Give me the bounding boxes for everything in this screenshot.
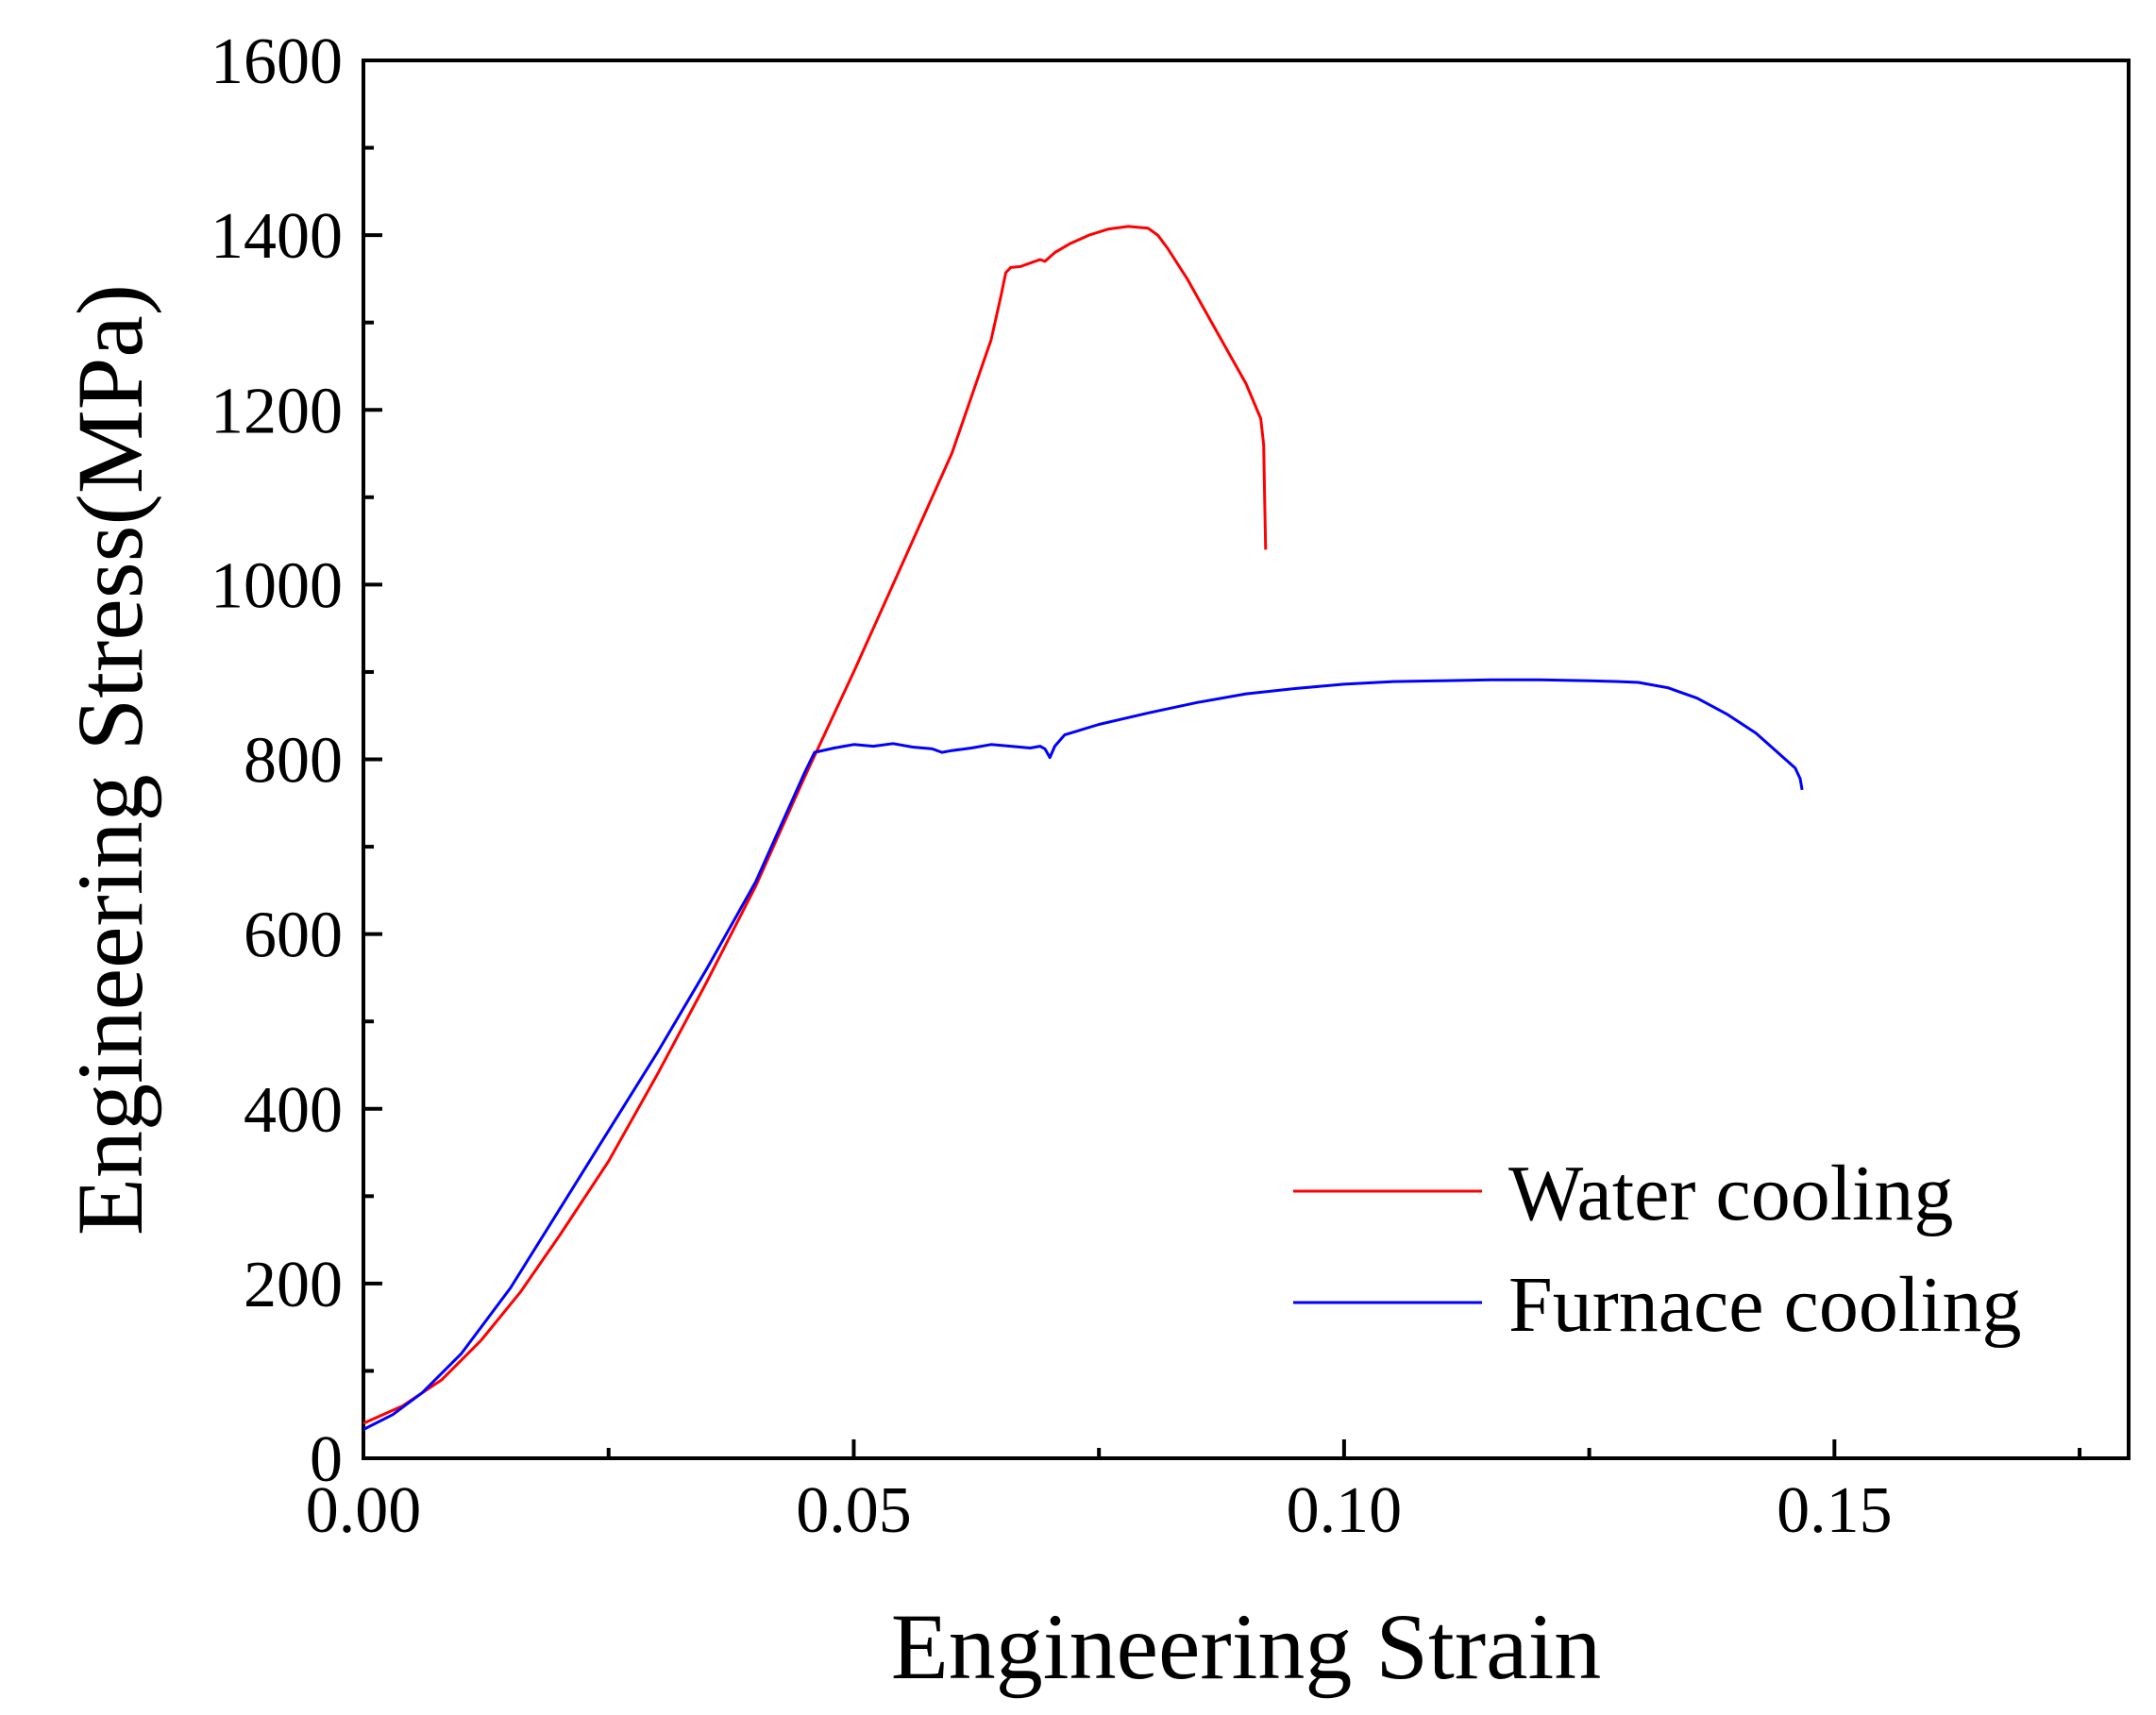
y-tick-label: 200 (244, 1249, 343, 1321)
y-tick-label: 0 (310, 1423, 343, 1496)
data-series (362, 225, 1804, 1431)
x-tick-label: 0.15 (1777, 1474, 1893, 1547)
axis-tick-labels: 0.00 0.05 0.10 0.15 0 200 400 600 800 1000 1200 140… (211, 25, 1893, 1547)
y-tick-label: 400 (244, 1074, 343, 1147)
y-tick-label: 1200 (211, 375, 343, 447)
y-tick-label: 1600 (211, 25, 343, 98)
x-tick-label: 0.10 (1287, 1474, 1403, 1547)
legend-label-furnace-cooling: Furnace cooling (1508, 1261, 2022, 1349)
axis-ticks (362, 59, 2082, 1460)
y-axis-title: Engineering Stress(MPa) (58, 284, 162, 1236)
y-tick-label: 1400 (211, 200, 343, 273)
x-tick-label: 0.00 (306, 1474, 422, 1547)
series-line-water-cooling (362, 225, 1268, 1425)
y-tick-label: 800 (244, 725, 343, 798)
x-tick-label: 0.05 (796, 1474, 912, 1547)
plot-frame (362, 59, 2131, 1460)
series-line-furnace-cooling (362, 678, 1804, 1431)
x-axis-title: Engineering Strain (891, 1594, 1602, 1699)
legend: Water cooling Furnace cooling (1293, 1150, 2022, 1349)
legend-label-water-cooling: Water cooling (1508, 1150, 1953, 1237)
y-tick-label: 600 (244, 900, 343, 972)
y-tick-label: 1000 (211, 549, 343, 622)
